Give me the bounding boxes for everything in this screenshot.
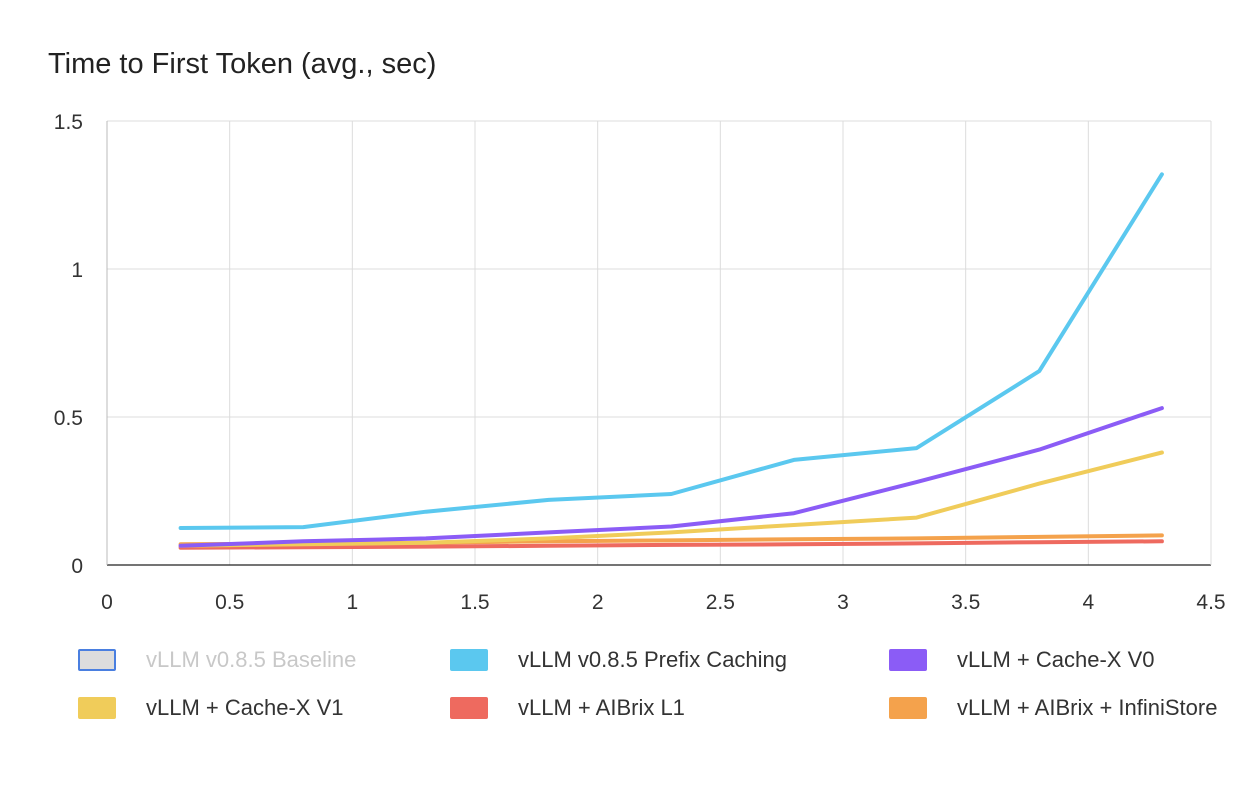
legend-item[interactable]: vLLM + AIBrix L1 — [450, 693, 685, 723]
legend-swatch — [78, 649, 116, 671]
y-tick-label: 1.5 — [54, 111, 83, 134]
legend-item[interactable]: vLLM v0.8.5 Baseline — [78, 645, 356, 675]
x-tick-label: 0 — [101, 591, 113, 614]
x-tick-label: 0.5 — [215, 591, 244, 614]
series-line-vllm-aibrix-l1 — [178, 539, 1164, 550]
x-tick-label: 1 — [346, 591, 358, 614]
x-tick-label: 1.5 — [460, 591, 489, 614]
legend-label: vLLM v0.8.5 Baseline — [146, 647, 357, 672]
legend-label: vLLM + AIBrix + InfiniStore — [957, 695, 1218, 720]
x-tick-label: 2 — [592, 591, 604, 614]
series-line-vllm-v0-8-5-prefix-caching — [178, 172, 1164, 530]
x-tick-label: 4.5 — [1196, 591, 1225, 614]
legend-swatch — [78, 697, 116, 719]
x-tick-label: 4 — [1082, 591, 1094, 614]
x-tick-label: 3 — [837, 591, 849, 614]
y-tick-label: 1 — [71, 259, 83, 282]
series-line-vllm-cache-x-v1 — [178, 450, 1164, 548]
legend-item[interactable]: vLLM v0.8.5 Prefix Caching — [450, 645, 787, 675]
legend-swatch — [450, 697, 488, 719]
legend-label: vLLM + AIBrix L1 — [518, 695, 685, 720]
legend-swatch — [889, 649, 927, 671]
y-tick-label: 0.5 — [54, 407, 83, 430]
y-tick-label: 0 — [71, 555, 83, 578]
legend-label: vLLM + Cache-X V0 — [957, 647, 1155, 672]
legend-swatch — [889, 697, 927, 719]
x-tick-label: 3.5 — [951, 591, 980, 614]
chart-title: Time to First Token (avg., sec) — [48, 48, 437, 80]
series-line-vllm-cache-x-v0 — [178, 406, 1164, 548]
legend-item[interactable]: vLLM + Cache-X V0 — [889, 645, 1154, 675]
legend-label: vLLM + Cache-X V1 — [146, 695, 344, 720]
legend-swatch — [450, 649, 488, 671]
legend-label: vLLM v0.8.5 Prefix Caching — [518, 647, 788, 672]
legend-item[interactable]: vLLM + AIBrix + InfiniStore — [889, 693, 1217, 723]
legend-item[interactable]: vLLM + Cache-X V1 — [78, 693, 343, 723]
x-tick-label: 2.5 — [706, 591, 735, 614]
